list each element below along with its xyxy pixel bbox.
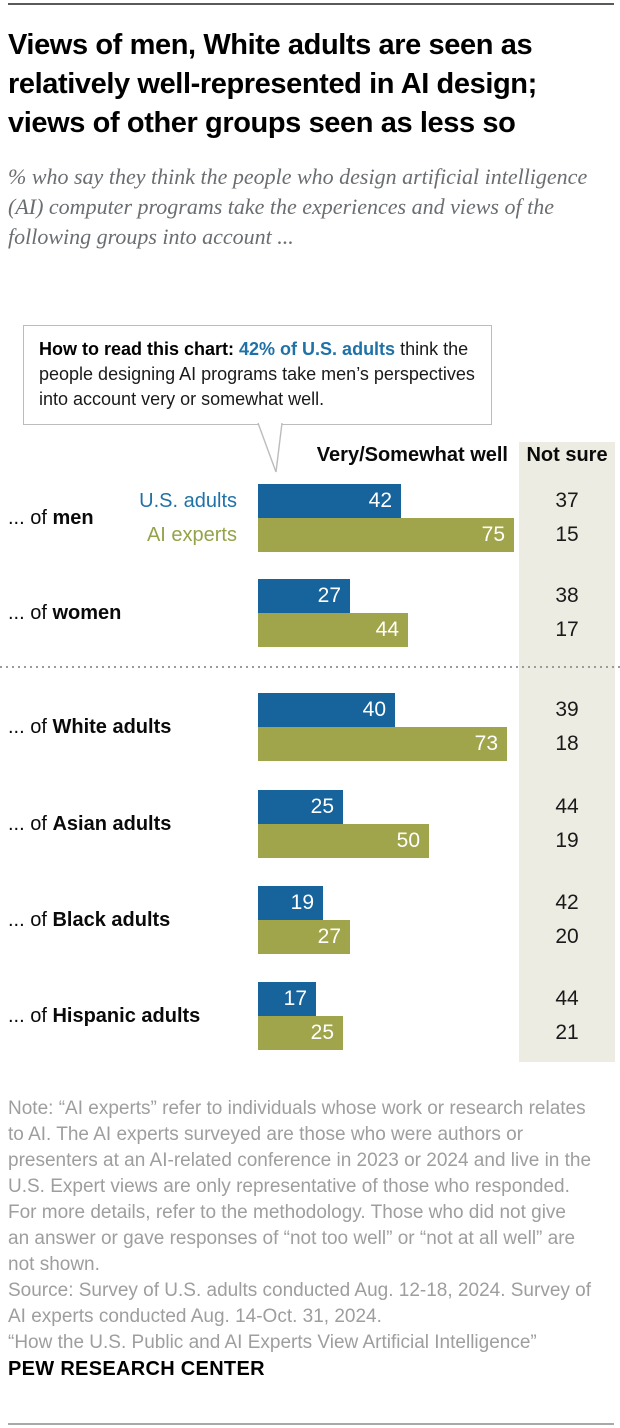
group-label-prefix: ... of [8,602,53,624]
not-sure-value-us-adults-women: 38 [555,584,579,607]
group-label-prefix: ... of [8,1005,53,1027]
source-text: Source: Survey of U.S. adults conducted … [8,1280,592,1327]
bar-us-adults-women: 27 [258,579,350,613]
not-sure-value-ai-experts-white-adults: 18 [555,732,579,755]
bar-value: 17 [283,987,307,1010]
bar-value: 42 [368,489,392,512]
not-sure-value-ai-experts-women: 17 [555,618,579,641]
bar-us-adults-white-adults: 40 [258,693,395,727]
bottom-rule [8,1423,614,1425]
bar-us-adults-men: 42 [258,484,401,518]
bar-us-adults-black-adults: 19 [258,886,323,920]
group-label-prefix: ... of [8,813,53,835]
bar-ai-experts-men: 75 [258,518,514,552]
group-label-name: White adults [52,716,172,738]
group-label-black-adults: ... of Black adults [8,907,170,933]
gender-race-dotted-divider [0,666,620,668]
footnote-text: Note: “AI experts” refer to individuals … [8,1098,592,1275]
bar-value: 25 [310,795,334,818]
chart-subtitle: % who say they think the people who desi… [8,164,588,249]
bar-us-adults-asian-adults: 25 [258,790,343,824]
group-label-prefix: ... of [8,909,53,931]
not-sure-value-us-adults-men: 37 [555,489,579,512]
bar-ai-experts-white-adults: 73 [258,727,507,761]
callout-highlight: 42% of U.S. adults [239,339,396,359]
group-label-asian-adults: ... of Asian adults [8,811,171,837]
not-sure-value-ai-experts-asian-adults: 19 [555,829,579,852]
top-rule [8,3,614,5]
not-sure-value-us-adults-white-adults: 39 [555,698,579,721]
bar-value: 19 [290,891,314,914]
bar-ai-experts-hispanic-adults: 25 [258,1016,343,1050]
bar-value: 27 [317,925,341,948]
callout-bold-prefix: How to read this chart: [39,339,240,359]
bar-value: 40 [362,698,386,721]
group-label-name: Hispanic adults [52,1005,201,1027]
not-sure-value-ai-experts-men: 15 [555,523,579,546]
not-sure-value-us-adults-hispanic-adults: 44 [555,987,579,1010]
group-label-prefix: ... of [8,716,53,738]
bar-ai-experts-women: 44 [258,613,408,647]
bar-value: 75 [481,523,505,546]
bar-value: 25 [310,1021,334,1044]
bar-ai-experts-black-adults: 27 [258,920,350,954]
bar-value: 73 [474,732,498,755]
report-title-text: “How the U.S. Public and AI Experts View… [8,1332,537,1353]
legend-ai-experts: AI experts [146,524,237,546]
group-label-white-adults: ... of White adults [8,714,171,740]
group-label-name: men [52,507,94,529]
group-label-hispanic-adults: ... of Hispanic adults [8,1003,200,1029]
group-label-women: ... of women [8,600,121,626]
bar-ai-experts-asian-adults: 50 [258,824,429,858]
group-label-name: Black adults [52,909,171,931]
callout-pointer-tail [257,423,283,473]
bar-us-adults-hispanic-adults: 17 [258,982,316,1016]
pew-research-center-wordmark: PEW RESEARCH CENTER [8,1358,265,1380]
how-to-read-callout: How to read this chart: 42% of U.S. adul… [23,325,492,425]
callout-rest: think the people designing AI programs t… [39,339,475,409]
not-sure-column-background [519,442,615,1062]
not-sure-value-us-adults-asian-adults: 44 [555,795,579,818]
group-label-men: ... of men [8,505,94,531]
column-header-not-sure: Not sure [526,444,608,466]
not-sure-value-ai-experts-black-adults: 20 [555,925,579,948]
column-header-very-somewhat-well: Very/Somewhat well [316,444,508,466]
not-sure-value-us-adults-black-adults: 42 [555,891,579,914]
not-sure-value-ai-experts-hispanic-adults: 21 [555,1021,579,1044]
legend-us-adults: U.S. adults [139,490,237,512]
group-label-name: Asian adults [52,813,172,835]
group-label-prefix: ... of [8,507,53,529]
bar-value: 44 [375,618,399,641]
group-label-name: women [52,602,122,624]
chart-title: Views of men, White adults are seen as r… [8,29,537,139]
bar-value: 50 [396,829,420,852]
footnote-block: Note: “AI experts” refer to individuals … [8,1096,592,1356]
bar-value: 27 [317,584,341,607]
